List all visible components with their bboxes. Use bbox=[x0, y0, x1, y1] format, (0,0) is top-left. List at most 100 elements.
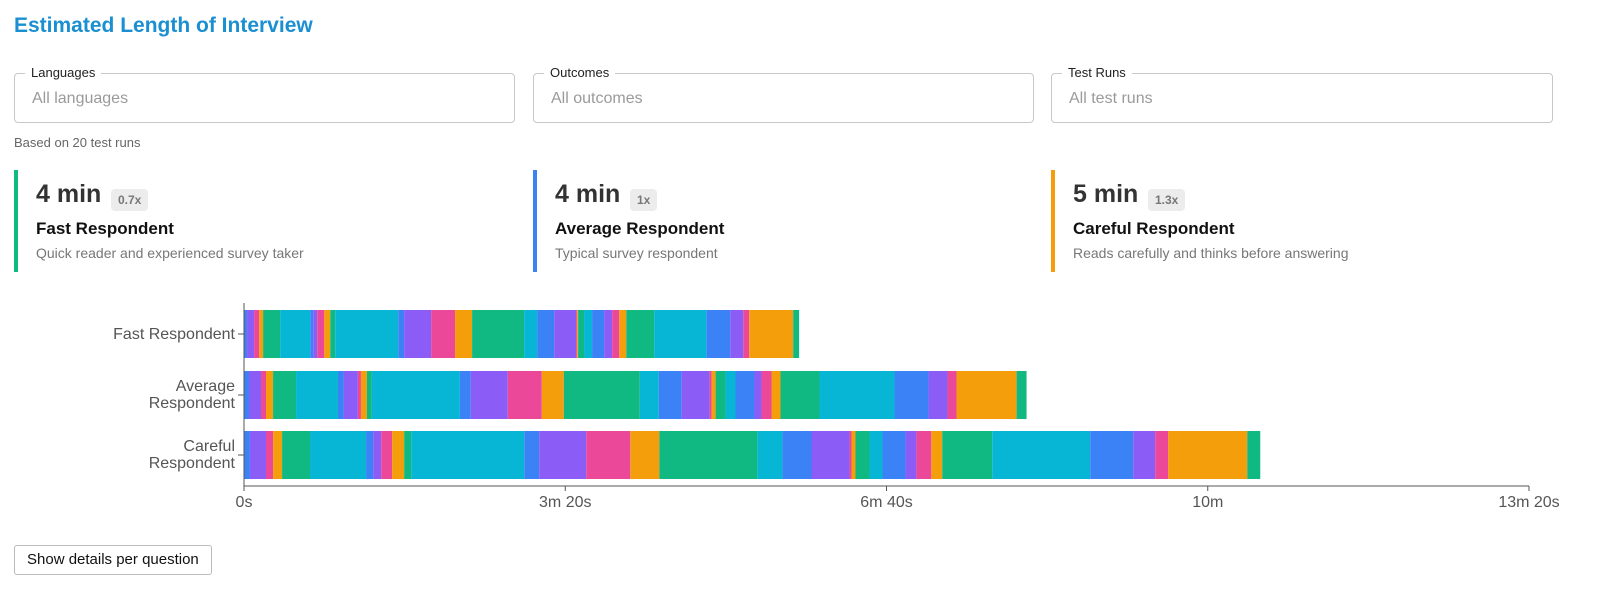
bar-segment bbox=[658, 371, 682, 419]
bar-segment bbox=[578, 310, 585, 358]
card-time: 5 min bbox=[1073, 180, 1139, 208]
bar-segment bbox=[630, 431, 660, 479]
bar-segment bbox=[586, 431, 631, 479]
bar-segment bbox=[248, 371, 262, 419]
bar-segment bbox=[357, 371, 361, 419]
bar-segment bbox=[793, 310, 800, 358]
card-description: Quick reader and experienced survey take… bbox=[36, 245, 304, 261]
filter-placeholder: All outcomes bbox=[551, 90, 643, 107]
bar-segment bbox=[681, 371, 710, 419]
bar-segment bbox=[626, 310, 655, 358]
bar-segment bbox=[743, 310, 750, 358]
bar-segment bbox=[1155, 431, 1169, 479]
card-name: Careful Respondent bbox=[1073, 219, 1235, 238]
bar-segment bbox=[455, 310, 473, 358]
filter-placeholder: All test runs bbox=[1069, 90, 1153, 107]
bar-segment bbox=[654, 310, 707, 358]
bar-segment bbox=[317, 310, 325, 358]
bar-segment bbox=[371, 371, 460, 419]
page-title: Estimated Length of Interview bbox=[14, 14, 313, 37]
bar-segment bbox=[1090, 431, 1134, 479]
bar-segment bbox=[956, 371, 1017, 419]
bar-segment bbox=[244, 371, 249, 419]
card-description: Typical survey respondent bbox=[555, 245, 718, 261]
filter-placeholder: All languages bbox=[32, 90, 129, 107]
filter-field[interactable]: Outcomes All outcomes bbox=[533, 65, 1034, 123]
details-button[interactable]: Show details per question bbox=[14, 545, 212, 575]
bar-segment bbox=[725, 371, 736, 419]
filter-field[interactable]: Languages All languages bbox=[14, 65, 515, 123]
bar-segment bbox=[266, 431, 274, 479]
bar-segment bbox=[584, 310, 593, 358]
note: Based on 20 test runs bbox=[14, 135, 141, 150]
bar-segment bbox=[373, 431, 382, 479]
bar-segment bbox=[1133, 431, 1156, 479]
card-multiplier: 1.3x bbox=[1148, 189, 1186, 211]
bar-segment bbox=[639, 371, 659, 419]
bar-segment bbox=[324, 310, 331, 358]
bar-segment bbox=[612, 310, 620, 358]
bar-segment bbox=[244, 310, 248, 358]
bar-segment bbox=[470, 371, 508, 419]
bar-segment bbox=[715, 371, 726, 419]
bar-segment bbox=[392, 431, 405, 479]
bar-segment bbox=[459, 371, 471, 419]
bar-segment bbox=[819, 371, 895, 419]
bar-segment bbox=[894, 371, 929, 419]
bar-segment bbox=[709, 371, 712, 419]
bar-segment bbox=[310, 431, 367, 479]
bar-segment bbox=[335, 310, 399, 358]
y-tick-label: Careful Respondent bbox=[148, 438, 235, 472]
card-name: Average Respondent bbox=[555, 219, 725, 238]
bar-segment bbox=[619, 310, 627, 358]
bar-segment bbox=[706, 310, 731, 358]
bar-segment bbox=[754, 371, 762, 419]
bar-segment bbox=[576, 310, 578, 358]
respondent-card: 4 min 0.7x Fast Respondent Quick reader and… bbox=[14, 170, 494, 272]
bar-segment bbox=[404, 431, 412, 479]
bar-segment bbox=[366, 371, 372, 419]
bar-segment bbox=[782, 431, 812, 479]
bar-segment bbox=[851, 431, 856, 479]
y-tick-label: Fast Respondent bbox=[113, 325, 235, 343]
bar-segment bbox=[1168, 431, 1248, 479]
bar-segment bbox=[337, 371, 344, 419]
bar-segment bbox=[659, 431, 758, 479]
bar-segment bbox=[249, 431, 267, 479]
bar-segment bbox=[524, 310, 538, 358]
bar-segment bbox=[916, 431, 932, 479]
bar-segment bbox=[507, 371, 542, 419]
bar-segment bbox=[404, 310, 432, 358]
bar-segment bbox=[330, 310, 336, 358]
bar-segment bbox=[524, 431, 540, 479]
bar-segment bbox=[254, 310, 260, 358]
bar-segment bbox=[539, 431, 587, 479]
bar-segment bbox=[730, 310, 744, 358]
x-tick-label: 6m 40s bbox=[860, 494, 912, 511]
bar-segment bbox=[554, 310, 577, 358]
bar-segment bbox=[604, 310, 613, 358]
bar-segment bbox=[282, 431, 311, 479]
bar-segment bbox=[735, 371, 755, 419]
bar-segment bbox=[343, 371, 358, 419]
bar-segment bbox=[592, 310, 605, 358]
bar-segment bbox=[869, 431, 883, 479]
card-time: 4 min bbox=[36, 180, 102, 208]
respondent-card: 5 min 1.3x Careful Respondent Reads careful… bbox=[1051, 170, 1531, 272]
bar-segment bbox=[247, 310, 255, 358]
bar-segment bbox=[313, 310, 318, 358]
bar-segment bbox=[263, 310, 281, 358]
filter-field[interactable]: Test Runs All test runs bbox=[1051, 65, 1553, 123]
bar-segment bbox=[928, 371, 948, 419]
card-description: Reads carefully and thinks before answer… bbox=[1073, 245, 1349, 261]
bar-segment bbox=[431, 310, 456, 358]
filter-label: Outcomes bbox=[544, 65, 616, 80]
chart: 0s 3m 20s 6m 40s 10m 13m 20s bbox=[236, 303, 1560, 511]
bar-segment bbox=[366, 431, 374, 479]
x-tick-label: 3m 20s bbox=[539, 494, 591, 511]
bar-segment bbox=[273, 431, 283, 479]
bar-segment bbox=[273, 371, 297, 419]
bar-segment bbox=[398, 310, 405, 358]
bar-segment bbox=[947, 371, 957, 419]
